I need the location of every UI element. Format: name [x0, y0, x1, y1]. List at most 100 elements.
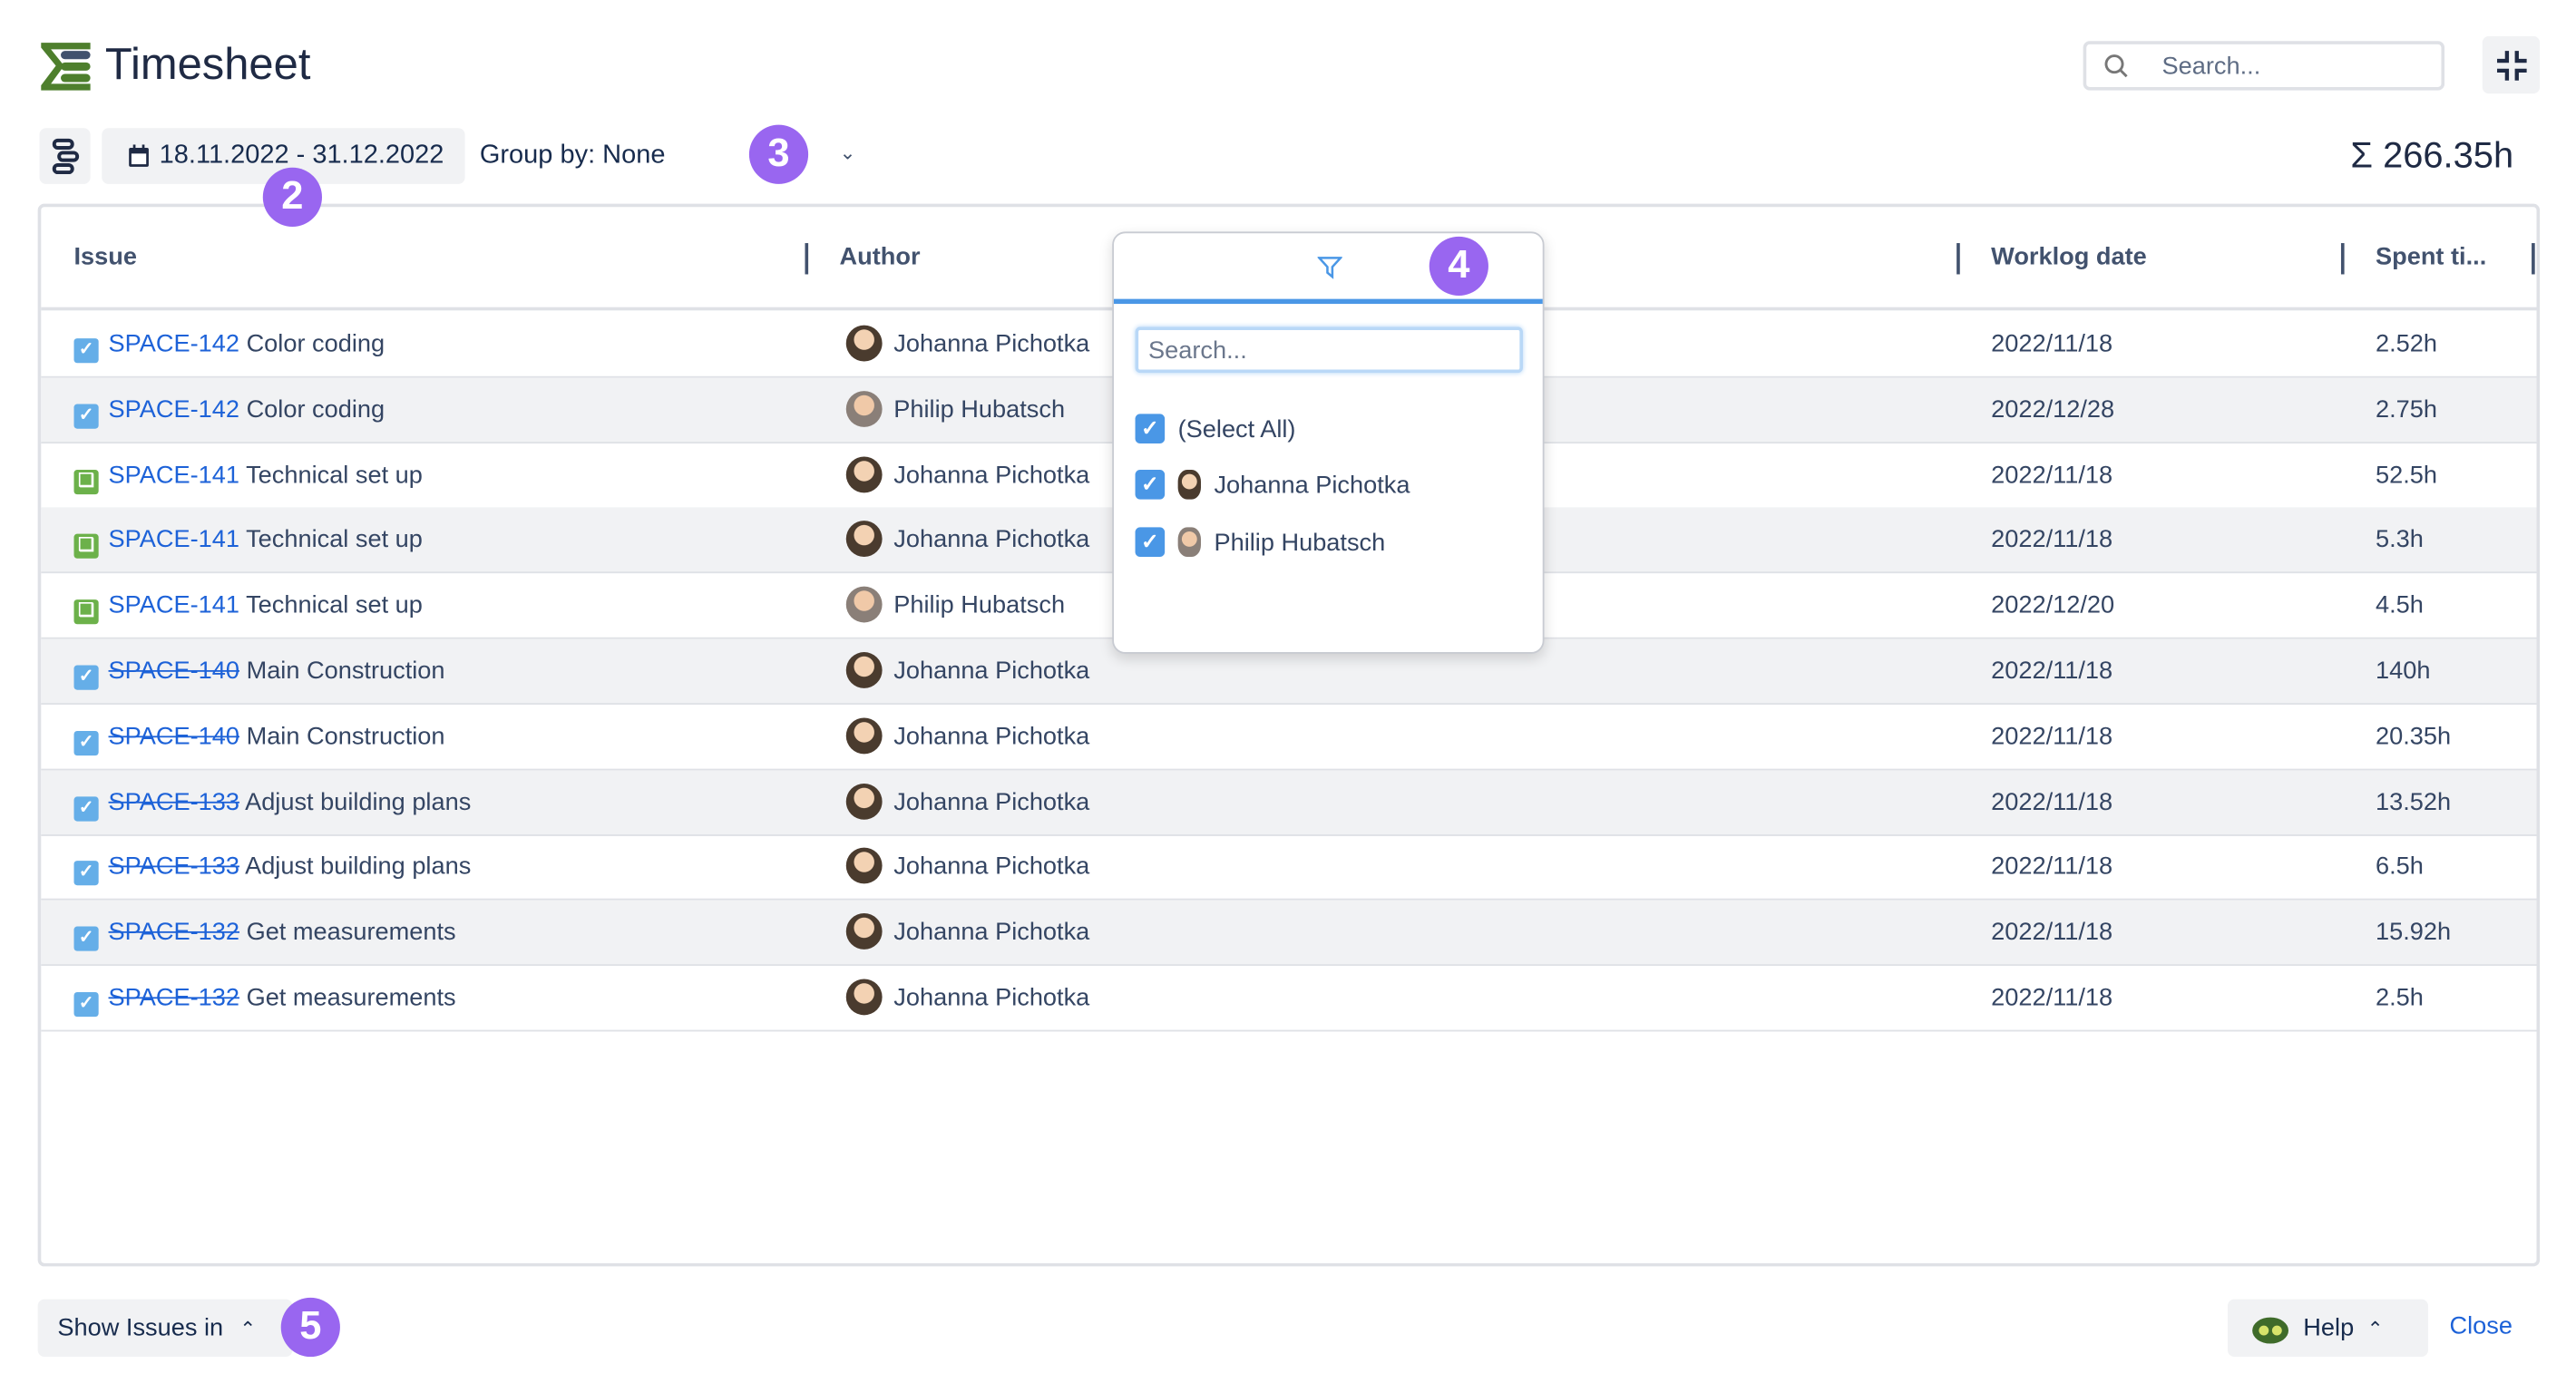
author-cell: Johanna Pichotka — [845, 913, 1089, 950]
filter-option-select-all[interactable]: ✓ (Select All) — [1135, 414, 1296, 444]
author-cell: Johanna Pichotka — [845, 783, 1090, 820]
avatar — [845, 652, 883, 688]
show-issues-label: Show Issues in — [57, 1313, 224, 1342]
view-toggle-button[interactable] — [39, 128, 91, 184]
search-input[interactable]: Search... — [2083, 41, 2445, 91]
issue-cell: ❑ SPACE-141 Technical set up — [73, 461, 423, 494]
spent-time: 15.92h — [2375, 918, 2452, 947]
calendar-icon — [129, 144, 149, 167]
issue-cell: ✓ SPACE-140 Main Construction — [73, 657, 445, 690]
issue-summary: Color coding — [246, 395, 385, 424]
worklog-date: 2022/11/18 — [1991, 526, 2113, 555]
issue-cell: ❑ SPACE-141 Technical set up — [73, 591, 423, 625]
issue-key-link[interactable]: SPACE-142 — [108, 395, 240, 424]
author-filter-popup: 4 Search... ✓ (Select All) ✓ Johanna Pic… — [1112, 231, 1545, 654]
avatar — [845, 521, 883, 558]
filter-tab[interactable] — [1113, 233, 1543, 305]
column-resizer[interactable] — [2532, 243, 2535, 275]
issue-key-link[interactable]: SPACE-133 — [108, 852, 240, 882]
issue-key-link[interactable]: SPACE-132 — [108, 983, 240, 1012]
task-icon: ✓ — [73, 991, 99, 1018]
timesheet-logo — [41, 43, 91, 91]
spent-time: 5.3h — [2375, 526, 2424, 555]
issue-key-link[interactable]: SPACE-141 — [108, 526, 240, 555]
column-resizer[interactable] — [2340, 243, 2345, 275]
worklog-date: 2022/11/18 — [1991, 852, 2113, 882]
author-cell: Johanna Pichotka — [845, 848, 1090, 885]
story-icon: ❑ — [73, 534, 99, 560]
author-cell: Johanna Pichotka — [845, 521, 1090, 558]
checkbox-checked-icon[interactable]: ✓ — [1135, 470, 1166, 500]
table-row[interactable]: ✓ SPACE-133 Adjust building plans Johanna… — [41, 835, 2537, 901]
search-placeholder: Search... — [2161, 52, 2261, 80]
spent-time: 140h — [2375, 657, 2431, 686]
spent-time: 20.35h — [2375, 722, 2452, 751]
app-title: Timesheet — [104, 39, 311, 89]
worklog-date: 2022/11/18 — [1991, 918, 2113, 947]
column-author[interactable]: Author — [839, 243, 921, 271]
task-icon: ✓ — [73, 404, 99, 429]
column-worklog-date[interactable]: Worklog date — [1991, 243, 2147, 271]
issue-summary: Main Construction — [246, 722, 445, 751]
issue-cell: ✓ SPACE-132 Get measurements — [73, 918, 456, 952]
author-cell: Philip Hubatsch — [845, 390, 1065, 427]
avatar — [845, 783, 883, 820]
spent-time: 2.52h — [2375, 330, 2438, 358]
issue-cell: ✓ SPACE-132 Get measurements — [73, 983, 456, 1018]
collapse-button[interactable] — [2482, 35, 2541, 94]
group-by-select[interactable]: Group by: None — [479, 141, 666, 170]
author-cell: Philip Hubatsch — [845, 586, 1066, 623]
issue-key-link[interactable]: SPACE-140 — [108, 657, 240, 686]
table-row[interactable]: ✓ SPACE-132 Get measurements Johanna Pich… — [41, 966, 2537, 1032]
author-name: Johanna Pichotka — [893, 657, 1090, 686]
help-button[interactable]: Help ⌃ — [2227, 1299, 2428, 1358]
avatar — [845, 455, 883, 492]
filter-search-input[interactable]: Search... — [1135, 326, 1523, 374]
column-issue[interactable]: Issue — [73, 243, 137, 271]
task-icon: ✓ — [73, 926, 99, 952]
issue-cell: ✓ SPACE-142 Color coding — [73, 395, 385, 429]
author-cell: Johanna Pichotka — [845, 325, 1089, 362]
issue-key-link[interactable]: SPACE-141 — [108, 461, 240, 490]
column-spent-time[interactable]: Spent ti... — [2375, 243, 2487, 271]
author-name: Johanna Pichotka — [893, 526, 1090, 555]
issue-key-link[interactable]: SPACE-132 — [108, 918, 240, 947]
total-spent: Σ 266.35h — [2350, 134, 2514, 176]
issue-summary: Get measurements — [246, 918, 456, 947]
issue-cell: ✓ SPACE-140 Main Construction — [73, 722, 445, 755]
issue-key-link[interactable]: SPACE-140 — [108, 722, 240, 751]
avatar — [845, 979, 883, 1016]
column-resizer[interactable] — [805, 243, 809, 275]
issue-key-link[interactable]: SPACE-141 — [108, 591, 240, 620]
filter-option-philip[interactable]: ✓ Philip Hubatsch — [1135, 527, 1385, 557]
issue-summary: Adjust building plans — [245, 852, 472, 882]
close-link[interactable]: Close — [2449, 1312, 2513, 1340]
filter-option-johanna[interactable]: ✓ Johanna Pichotka — [1135, 470, 1410, 500]
checkbox-checked-icon[interactable]: ✓ — [1135, 527, 1166, 557]
table-row[interactable]: ✓ SPACE-140 Main Construction Johanna Pic… — [41, 705, 2537, 771]
task-icon: ✓ — [73, 861, 99, 886]
spent-time: 2.5h — [2375, 983, 2424, 1012]
chevron-down-icon[interactable]: ⌄ — [839, 141, 856, 165]
column-resizer[interactable] — [1956, 243, 1960, 275]
issue-summary: Get measurements — [246, 983, 456, 1012]
issue-cell: ❑ SPACE-141 Technical set up — [73, 526, 423, 560]
table-row[interactable]: ❑ SPACE-141 Technical set up Johanna Pich… — [41, 443, 2537, 509]
table-row[interactable]: ✓ SPACE-132 Get measurements Johanna Pich… — [41, 900, 2537, 967]
table-row[interactable]: ✓ SPACE-133 Adjust building plans Johanna… — [41, 769, 2537, 836]
issue-key-link[interactable]: SPACE-133 — [108, 787, 240, 816]
author-name: Johanna Pichotka — [893, 787, 1090, 816]
author-cell: Johanna Pichotka — [845, 455, 1089, 492]
issue-key-link[interactable]: SPACE-142 — [108, 330, 240, 358]
filter-option-label: (Select All) — [1177, 414, 1296, 443]
author-name: Johanna Pichotka — [893, 852, 1090, 882]
author-name: Philip Hubatsch — [893, 591, 1066, 620]
task-icon: ✓ — [73, 338, 99, 364]
author-cell: Johanna Pichotka — [845, 717, 1090, 754]
issue-summary: Main Construction — [246, 657, 445, 686]
avatar — [845, 717, 883, 754]
author-name: Johanna Pichotka — [893, 722, 1090, 751]
avatar — [845, 586, 883, 623]
show-issues-in-button[interactable]: Show Issues in ⌃ — [37, 1299, 293, 1358]
checkbox-checked-icon[interactable]: ✓ — [1135, 414, 1166, 444]
